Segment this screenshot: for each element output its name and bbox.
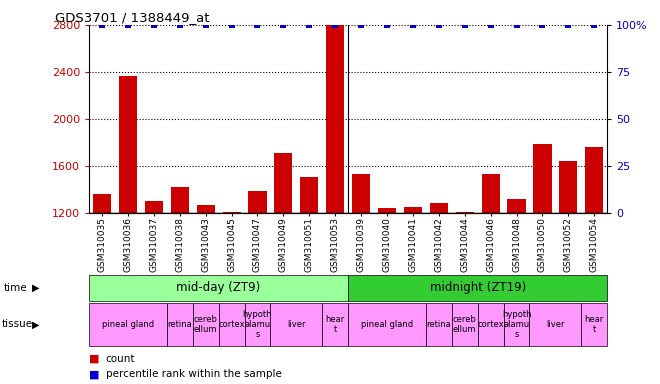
Bar xyxy=(119,76,137,354)
Bar xyxy=(504,303,529,346)
Point xyxy=(97,22,108,28)
Text: pineal gland: pineal gland xyxy=(102,320,154,329)
Bar xyxy=(508,199,525,354)
Bar xyxy=(245,303,271,346)
Bar xyxy=(218,303,244,346)
Bar xyxy=(404,207,422,354)
Text: GDS3701 / 1388449_at: GDS3701 / 1388449_at xyxy=(55,11,210,24)
Point xyxy=(148,22,159,28)
Text: tissue: tissue xyxy=(2,319,33,329)
Point xyxy=(304,22,315,28)
Point xyxy=(356,22,366,28)
Point xyxy=(226,22,237,28)
Bar xyxy=(529,303,581,346)
Text: liver: liver xyxy=(546,320,565,329)
Point xyxy=(201,22,211,28)
Text: pineal gland: pineal gland xyxy=(361,320,413,329)
Bar xyxy=(145,201,163,354)
Text: hypoth
alamu
s: hypoth alamu s xyxy=(502,310,531,339)
Bar xyxy=(322,303,348,346)
Text: hypoth
alamu
s: hypoth alamu s xyxy=(243,310,272,339)
Bar xyxy=(559,161,578,354)
Bar xyxy=(478,303,504,346)
Bar xyxy=(93,194,111,354)
Text: cereb
ellum: cereb ellum xyxy=(194,315,218,334)
Point xyxy=(459,22,470,28)
Text: cereb
ellum: cereb ellum xyxy=(453,315,477,334)
Point xyxy=(252,22,263,28)
Bar xyxy=(89,275,348,301)
Bar xyxy=(248,191,267,354)
Point xyxy=(485,22,496,28)
Point xyxy=(330,22,341,28)
Text: percentile rank within the sample: percentile rank within the sample xyxy=(106,369,281,379)
Point xyxy=(123,22,133,28)
Bar xyxy=(326,25,345,354)
Text: count: count xyxy=(106,354,135,364)
Text: retina: retina xyxy=(426,320,451,329)
Bar xyxy=(378,209,396,354)
Point xyxy=(434,22,444,28)
Text: ▶: ▶ xyxy=(32,283,39,293)
Bar xyxy=(348,303,426,346)
Bar xyxy=(348,275,607,301)
Point xyxy=(563,22,574,28)
Bar xyxy=(222,212,241,354)
Text: liver: liver xyxy=(287,320,306,329)
Bar xyxy=(533,144,552,354)
Point xyxy=(512,22,522,28)
Text: mid-day (ZT9): mid-day (ZT9) xyxy=(176,281,261,295)
Bar xyxy=(275,153,292,354)
Bar xyxy=(271,303,322,346)
Bar xyxy=(430,202,448,354)
Text: cortex: cortex xyxy=(218,320,245,329)
Bar xyxy=(581,303,607,346)
Point xyxy=(537,22,548,28)
Text: time: time xyxy=(3,283,27,293)
Text: ■: ■ xyxy=(89,354,100,364)
Text: hear
t: hear t xyxy=(585,315,604,334)
Bar xyxy=(482,174,500,354)
Text: ■: ■ xyxy=(89,369,100,379)
Text: cortex: cortex xyxy=(477,320,504,329)
Bar xyxy=(171,187,189,354)
Point xyxy=(278,22,288,28)
Point xyxy=(174,22,185,28)
Text: midnight (ZT19): midnight (ZT19) xyxy=(430,281,526,295)
Bar xyxy=(452,303,478,346)
Bar xyxy=(89,303,167,346)
Bar xyxy=(585,147,603,354)
Text: ▶: ▶ xyxy=(32,319,39,329)
Bar xyxy=(197,205,214,354)
Bar xyxy=(193,303,218,346)
Bar xyxy=(426,303,451,346)
Bar xyxy=(352,174,370,354)
Bar xyxy=(167,303,193,346)
Bar xyxy=(455,212,474,354)
Text: retina: retina xyxy=(168,320,192,329)
Text: hear
t: hear t xyxy=(325,315,345,334)
Bar xyxy=(300,177,318,354)
Point xyxy=(408,22,418,28)
Point xyxy=(589,22,599,28)
Point xyxy=(381,22,392,28)
